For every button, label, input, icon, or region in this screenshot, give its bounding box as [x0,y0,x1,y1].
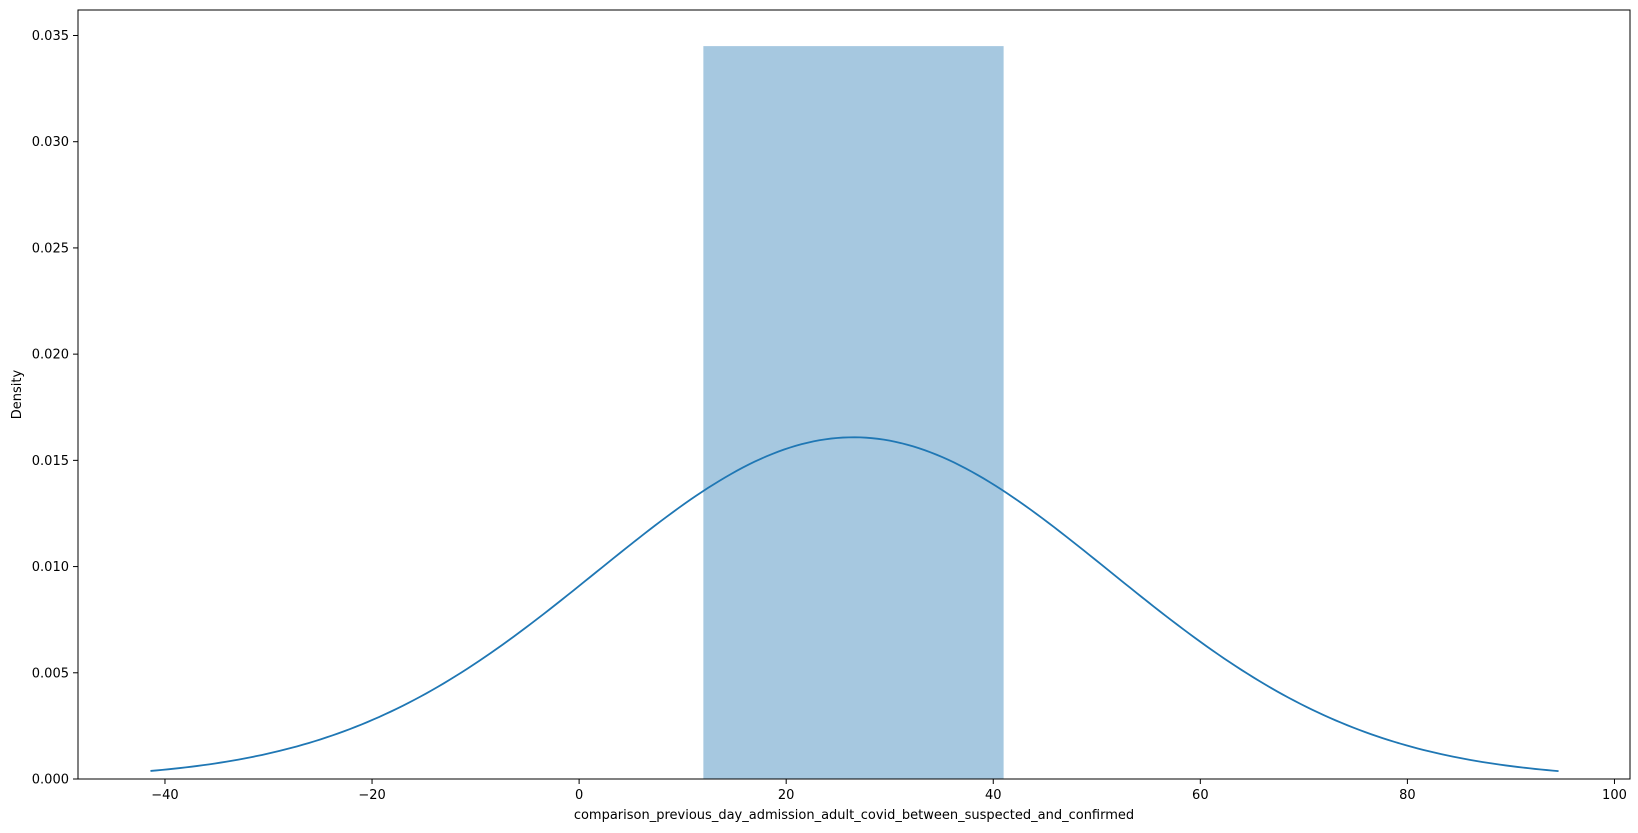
y-tick-label: 0.005 [32,666,69,681]
y-tick-label: 0.010 [32,560,69,575]
kde-curve [150,436,1559,773]
x-tick-label: 40 [985,788,1002,803]
y-tick-label: 0.035 [32,29,69,44]
y-tick-label: 0.020 [32,348,69,363]
x-axis-label: comparison_previous_day_admission_adult_… [574,808,1134,823]
histogram-bars [703,46,1004,779]
plot-frame [77,9,1631,780]
x-tick-label: 0 [575,788,583,803]
y-tick-label: 0.000 [32,773,69,788]
x-tick-label: 100 [1602,788,1627,803]
x-axis: −40 −20 0 20 40 60 80 100 [151,779,1627,803]
y-tick-label: 0.025 [32,241,69,256]
x-tick-label: −40 [151,788,178,803]
x-tick-label: 80 [1399,788,1416,803]
x-tick-label: −20 [358,788,385,803]
y-axis: 0.000 0.005 0.010 0.015 0.020 0.025 0.030 0.035 [32,29,78,788]
x-tick-label: 60 [1192,788,1209,803]
histogram-bar-0 [703,46,1004,779]
x-tick-label: 20 [778,788,795,803]
y-tick-label: 0.030 [32,135,69,150]
y-tick-label: 0.015 [32,454,69,469]
y-axis-label: Density [10,369,25,419]
